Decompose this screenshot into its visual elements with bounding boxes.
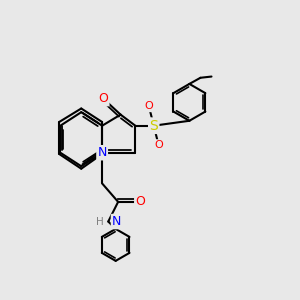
Text: O: O [145,101,153,111]
Text: N: N [98,146,107,159]
Text: N: N [112,215,121,228]
Text: O: O [135,195,145,208]
Text: S: S [149,119,158,133]
Text: O: O [98,92,108,105]
Text: O: O [154,140,163,150]
Text: H: H [96,217,104,226]
